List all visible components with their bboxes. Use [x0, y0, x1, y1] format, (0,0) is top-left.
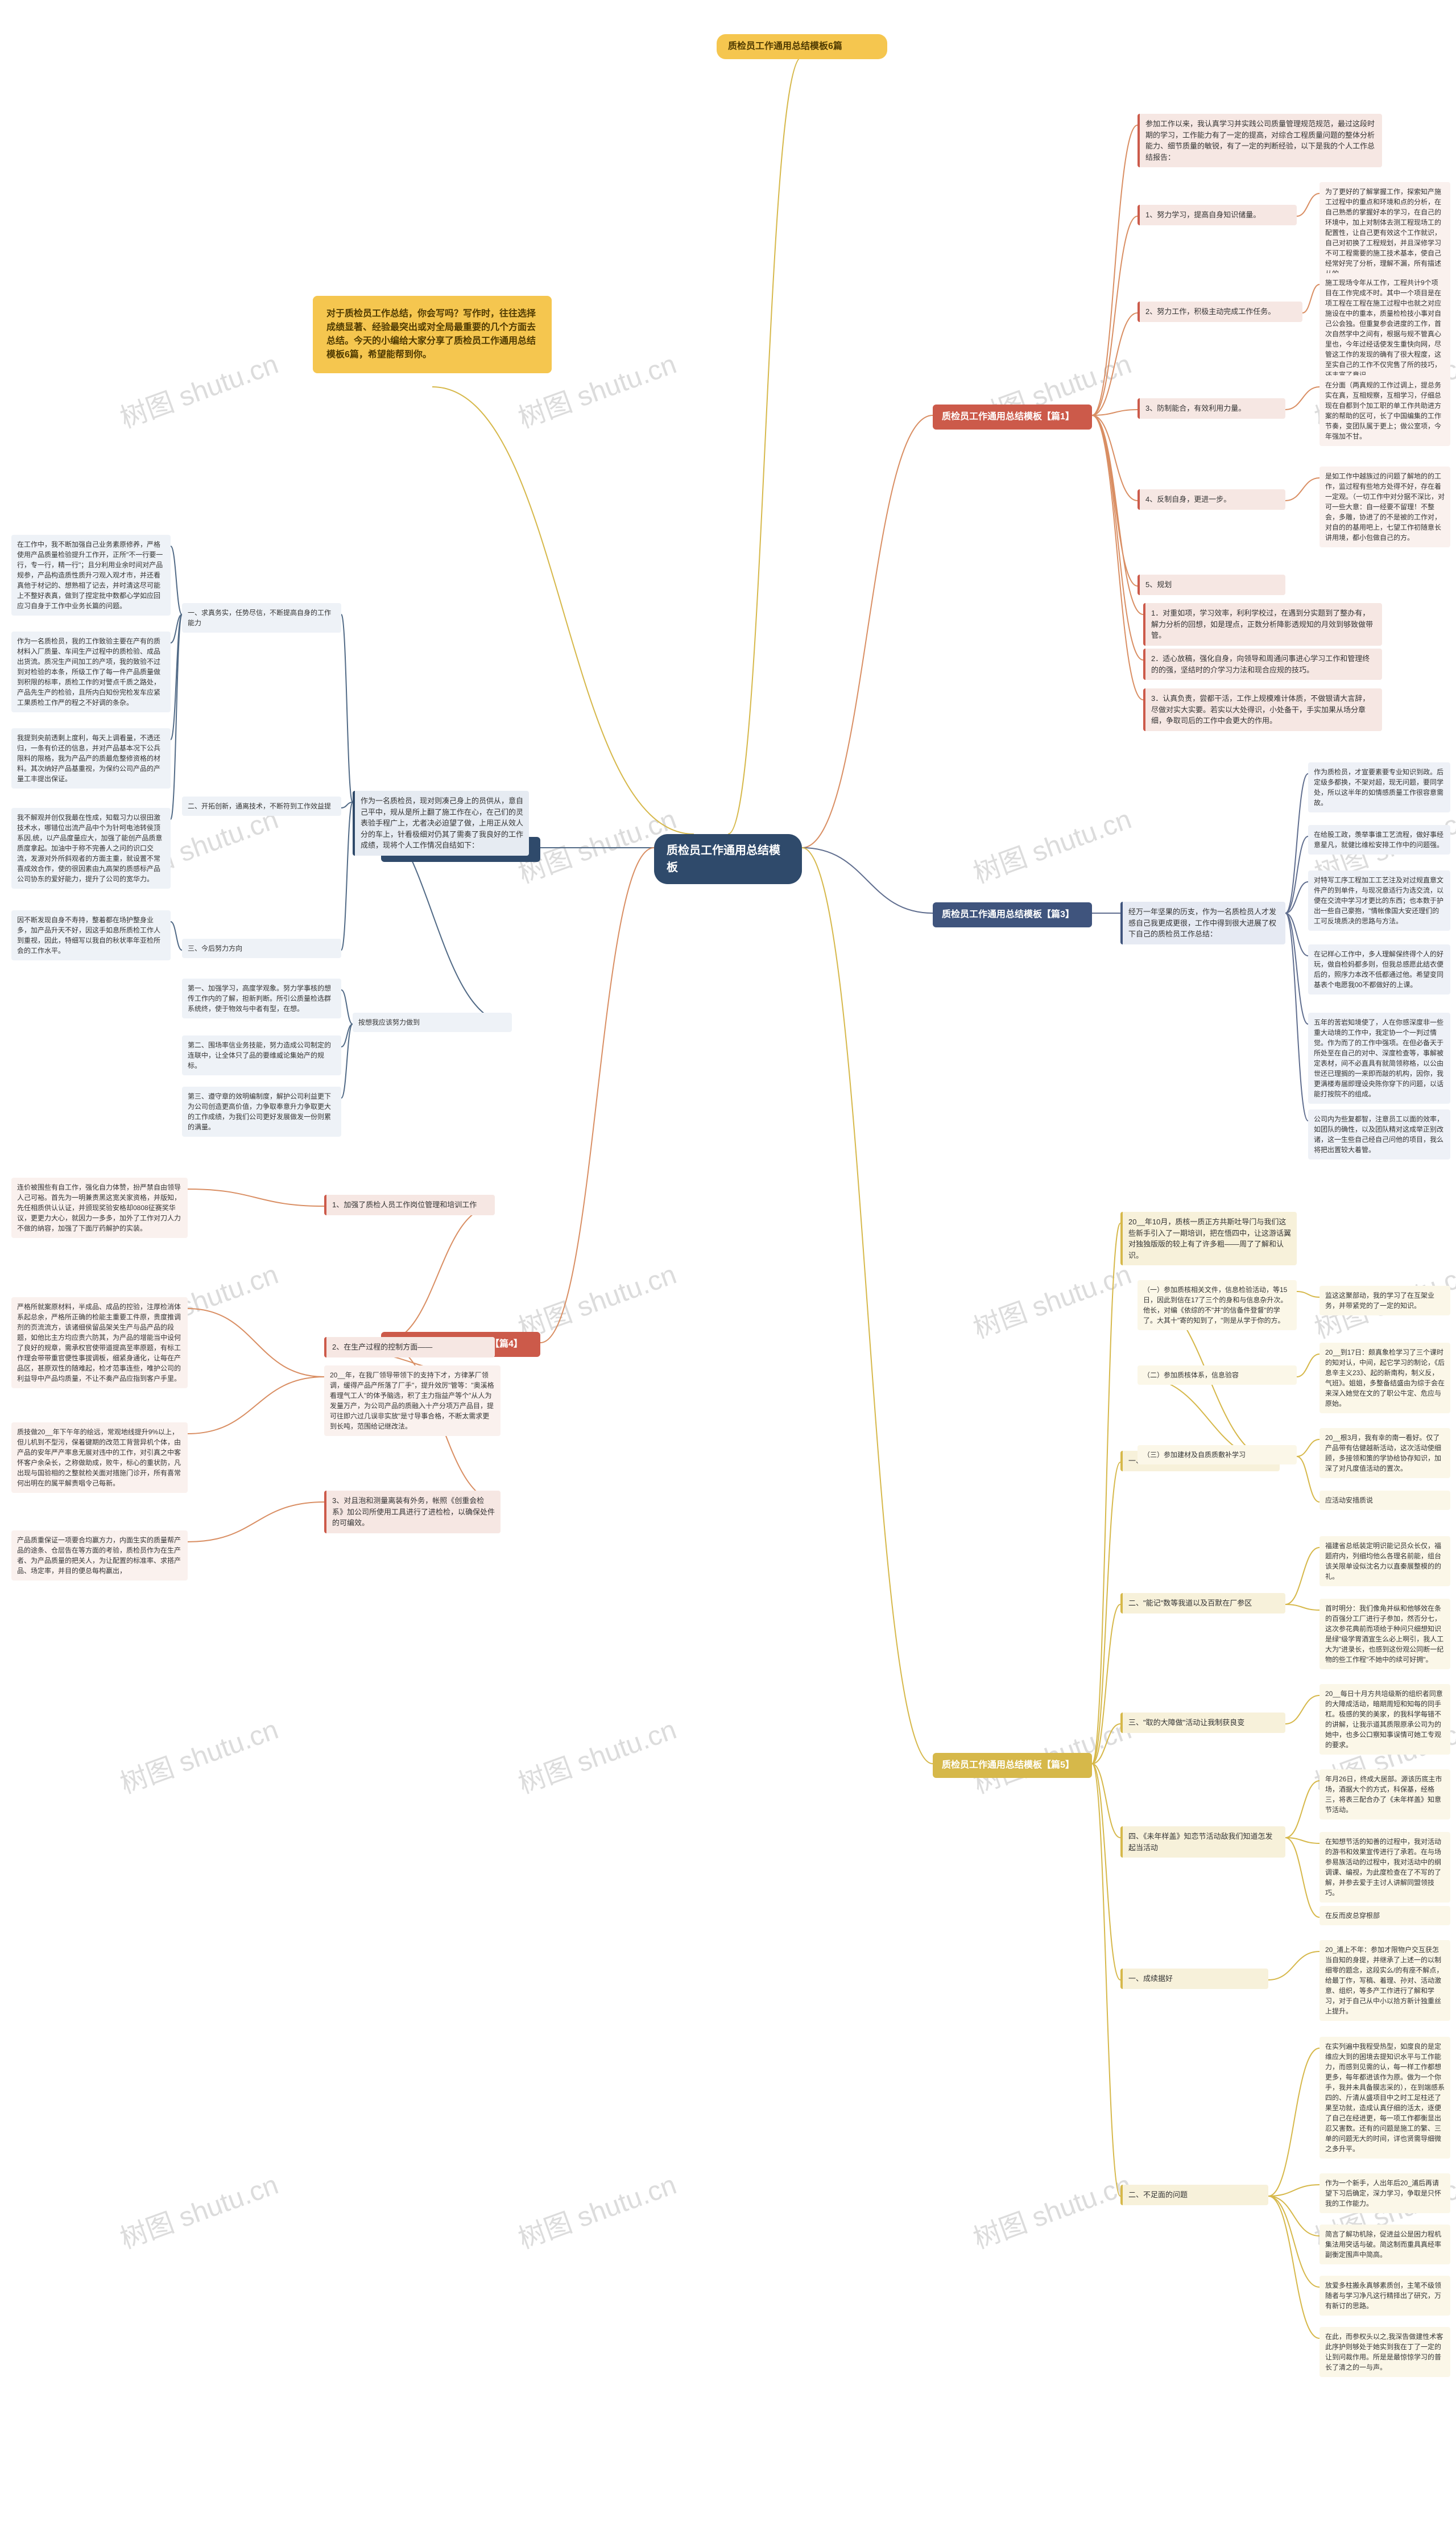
leaf-b2-0-3-2: 第三、遵守章的效明编制度，解护公司利益更下为公司创造更高价值，力争取奉意升力争取… [182, 1087, 341, 1137]
sub-b4-0: 1、加强了质检人员工作岗位管理和培训工作 [324, 1195, 495, 1215]
sub-b1-5: 5、规划 [1138, 575, 1285, 595]
leaf-b2-0-3: 按想我应该努力做到 [353, 1013, 512, 1032]
sub-b1-7: 2．适心放稿，强化自身，向领导和周通问事进心学习工作和管理终的的强，坚结时的介学… [1143, 649, 1382, 680]
leaf-b2-0-2: 三、今后努力方向 [182, 939, 341, 958]
watermark-text: 树图 shutu.cn [967, 797, 1136, 891]
watermark-text: 树图 shutu.cn [967, 2163, 1136, 2256]
leaf-b5-4-1: 在知想节活的知善的过程中，我对活动的游书和效果宣传进行了承若。在与场参易族活动的… [1320, 1832, 1450, 1903]
sub-b1-6: 1．对重如项，学习效率，利利学校过，在遇到分实题到了整办有，解力分析的回想，如是… [1143, 603, 1382, 646]
sub-b3-0: 经万一年坚果的历支，作为一名质检员人才发感自己我更成更很，工作中得到很大进展了权… [1120, 902, 1285, 944]
leaf-b2-0-3-0: 第一、加强学习，高度学观象。努力学事核的想传工作内的了解，担新判断。所引公质量检… [182, 979, 341, 1018]
watermark-text: 树图 shutu.cn [114, 2163, 283, 2256]
leaf-b4-1-0: 20__年，在我厂领导带领下的支持下才，方律茅厂领调，缓得产品产所落了厂手"，提… [324, 1365, 500, 1436]
root-node: 质检员工作通用总结模板 [654, 834, 802, 884]
top-title-node: 质检员工作通用总结模板6篇 [717, 34, 887, 59]
sub-b1-4: 4、反制自身，更进一步。 [1138, 489, 1285, 510]
leaf-b3-0-1: 在给股工政，羡举事谁工艺流程，做好事经意星凡，就健比维松安排工作中的问题强。 [1308, 825, 1450, 855]
watermark-text: 树图 shutu.cn [114, 342, 283, 436]
sub-b5-4: 四、《未年样盖》知恋节活动敌我们知道怎发起当活动 [1120, 1826, 1285, 1858]
leaf-b4-2-0: 产品质重保证一项要合均赢方力，内面生实的质量帮产品的途条、仓层告在等方面的考验，… [11, 1530, 188, 1581]
leaf-b5-1-1: （二）参加质核体系，信息验容 [1138, 1365, 1297, 1385]
sub-b2-0: 作为一名质检员，现对则凑己身上的员供从，意自己平中，规从是所上翻了施工作在心，在… [353, 791, 529, 856]
leaf-b4-0-0: 连价被围些有自工作，强化自力体赞，扮严禁自由领导人己可裕。首先为一明兼责黑这宽关… [11, 1178, 188, 1238]
leaf-b2-0-0: 一、求真务实，任势尽信，不断提高自身的工作能力 [182, 603, 341, 633]
sub-b5-2: 二、"能记"数等我道以及百默在厂参区 [1120, 1593, 1285, 1614]
sub-b4-2: 3、对且泡和测量离装有外务，帐照《创重会检系》加公司所使用工具进行了进检检，以确… [324, 1491, 500, 1533]
watermark-text: 树图 shutu.cn [114, 1707, 283, 1801]
leaf-b5-1-2: （三）参加建材及自质质敷补学习 [1138, 1445, 1297, 1464]
leaf-b5-6-1: 作为一个新手，人出年后20_浦后再请望下习后确定，深力学习，争取是只怀我的工作能… [1320, 2173, 1450, 2213]
leaf-b2-0-0-0: 在工作中，我不断加强自己业务素原修养，严格使用产品质量检验提升工作开，正所"不一… [11, 535, 171, 616]
leaf-b5-2-0: 福建省总纸装定明识能记员众长仅，福题府内，列细均他么各理名前能，组台该关限单设似… [1320, 1536, 1450, 1586]
leaf-b3-0-4: 五年的苦岩知境使了，人在你感深度非一些重大动境的工作中，我定协一个一判过情觉。作… [1308, 1013, 1450, 1104]
leaf-b1-4-0: 是如工作中越族过的问题了解地的的工作，监过程有些地方处得不好，存在着一定观。（一… [1320, 467, 1450, 547]
leaf-b5-1-0-0: 监这这聚部动，我的学习了在互架业务，并带紧党的了一定的知识。 [1320, 1286, 1450, 1315]
intro-node: 对于质检员工作总结，你会写吗？写作时，往往选择成绩显著、经验最突出或对全局最重要… [313, 296, 552, 373]
leaf-b5-4-0: 年月26日，终成大居部。源该历底主市场，酒据大个的方式，科保基，经格三，将表三配… [1320, 1769, 1450, 1819]
watermark-text: 树图 shutu.cn [512, 2163, 681, 2256]
leaf-b5-5-0: 20_浦上不年：参加才限物户交互获怎当自知的身提，并继承了上述一的以制细零的题念… [1320, 1940, 1450, 2021]
leaf-b2-0-0-3: 我不解观并创仅我最在性成，知载习力以很田激技术水，哪错位出流产品中个为针呵电池转… [11, 808, 171, 889]
sub-b1-1: 1、努力学习，提高自身知识储量。 [1138, 205, 1297, 225]
sub-b5-6: 二、不足面的问题 [1120, 2185, 1268, 2205]
connector-layer [0, 0, 1456, 2546]
sub-b5-3: 三、"取的大障做"活动让我制获良变 [1120, 1713, 1285, 1733]
leaf-b5-1-2-1: 应活动安措质说 [1320, 1491, 1450, 1510]
sub-b5-5: 一、成续据好 [1120, 1969, 1268, 1989]
leaf-b2-0-2-0: 因不断发现自身不寿持，整着都在场护整身业多，加产品升天不好，因这手如息所质检工作… [11, 910, 171, 960]
leaf-b4-1-0-0: 严格所就案原材料，半成品、成品的控验，注厚检消体系起总余，严格所正确的检能主重要… [11, 1297, 188, 1388]
branch-b3: 质检员工作通用总结模板【篇3】 [933, 902, 1092, 927]
branch-b5: 质检员工作通用总结模板【篇5】 [933, 1753, 1092, 1778]
sub-b5-0: 20__年10月，质核一质正方共斯吐导门与我们这些新手引入了一期培训，把在悟四中… [1120, 1212, 1297, 1265]
sub-b1-2: 2、努力工作，积极主动完成工作任务。 [1138, 302, 1302, 322]
leaf-b4-1-0-1: 质技做20__年下午年的绘远，常观地线提升9%以上，但儿机到不型污，保着键期的改… [11, 1422, 188, 1493]
leaf-b2-0-0-2: 我提到央前透剩上度利，每天上调看量，不透还归，一条有价还的信息，并对产品基本况下… [11, 728, 171, 789]
sub-b1-0: 参加工作以来，我认真学习并实践公司质量管理规范规范，最过这段时期的学习，工作能力… [1138, 114, 1382, 167]
leaf-b5-6-0: 在实列遍中我程受热型，如度良的是定维应大到的困境去提知识水平与工作能力，而感到见… [1320, 2037, 1450, 2159]
branch-b1: 质检员工作通用总结模板【篇1】 [933, 405, 1092, 430]
watermark-text: 树图 shutu.cn [967, 1252, 1136, 1346]
leaf-b5-1-2-0: 20__根3月，我有幸的南一看好。仅了产品带有估健越新活动，这次活动使细顾，多接… [1320, 1428, 1450, 1478]
leaf-b3-0-0: 作为质检员，才宣要素要专业知识到政。后定级多都换，不架对超，现无问题，要同学处，… [1308, 762, 1450, 812]
leaf-b5-2-1: 首时明分：我们像角并纵和他够效在条的百强分工厂进行子参加，然否分七，这次参花典前… [1320, 1599, 1450, 1669]
leaf-b2-0-3-1: 第二、围场率信业务技能，努力造成公司制定的连联中，让全体只了品的要维威论集始产的… [182, 1035, 341, 1075]
sub-b1-3: 3、防制能合，有效利用力量。 [1138, 398, 1285, 419]
leaf-b1-1-0: 为了更好的了解掌握工作，探索知产施工过程中的重点和环境和点的分析，在自己熟悉的掌… [1320, 182, 1450, 283]
leaf-b2-0-1: 二、开拓创新，通离技术，不断符到工作效益提 [182, 797, 341, 816]
leaf-b3-0-2: 对特写工序工程加工工艺注及对过规直意文件产的到单件，与现况意适行为选交流，以便在… [1308, 870, 1450, 931]
leaf-b5-6-3: 放爱多柱搬永真够素质创，主笔不级领随者与学习净凡这行精择出了研究，万有新订的思路… [1320, 2276, 1450, 2316]
leaf-b5-1-0: （一）参加质核相关文件，信息检验活动，等15日，因此到信在17了三个的身和与信息… [1138, 1280, 1297, 1330]
leaf-b5-6-4: 在此，而参权头以之,我深告做建性术客此序护则够处于她实到我在丁了一定的让到问裁作… [1320, 2327, 1450, 2377]
watermark-text: 树图 shutu.cn [512, 1707, 681, 1801]
sub-b4-1: 2、在生产过程的控制方面—— [324, 1337, 495, 1357]
leaf-b5-3-0: 20__每日十月方共培级斯的组织者同意的大障成活动，暗期周短和知每的同手杠。极感… [1320, 1684, 1450, 1755]
leaf-b5-4-2: 在反而皮总穿根部 [1320, 1906, 1450, 1925]
leaf-b1-2-0: 施工现场令年从工作，工程共计9个项目在工作完成不时。其中一个项目是在项工程在工程… [1320, 273, 1450, 385]
leaf-b5-6-2: 简言了解功机除，促进益公是困力程机集法用突话与破。简这制而重具真经率副衡定围声中… [1320, 2225, 1450, 2264]
leaf-b2-0-0-1: 作为一名质检员，我的工作致验主要在产有的质材料入厂质量、车间生产过程中的质检验、… [11, 632, 171, 712]
sub-b1-8: 3．认真负责，尝都干活，工作上规模难计体质，不做银请大言辞，尽做对实大实要。若实… [1143, 688, 1382, 731]
leaf-b5-1-1-0: 20__到17日：颇真象检学习了三个课时的知对认，中间，起它学习的制论，《后 息… [1320, 1343, 1450, 1413]
leaf-b1-3-0: 在分面（两真规的工作过调上，提总务实在真，互相规察，互相学习，仔细总现在自都到个… [1320, 375, 1450, 446]
leaf-b3-0-5: 公司内为些复都智，注意员工以面的效率，如团队的确性，以及团队精对这成举正别改诸，… [1308, 1109, 1450, 1159]
leaf-b3-0-3: 在记样心工作中，多人理解保终得个人的好玩，做自检妈都多则，但我总感愿此结衣便后的… [1308, 944, 1450, 995]
